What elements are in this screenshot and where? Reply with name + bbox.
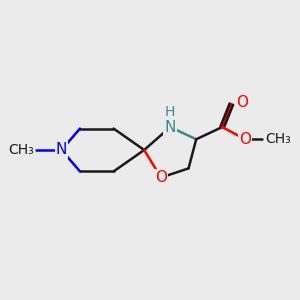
Text: N: N <box>164 120 176 135</box>
Text: O: O <box>239 132 251 147</box>
Text: O: O <box>155 170 167 185</box>
Text: CH₃: CH₃ <box>8 143 34 157</box>
Text: CH₃: CH₃ <box>265 132 291 146</box>
Text: H: H <box>165 105 175 119</box>
Text: N: N <box>56 142 67 158</box>
Text: O: O <box>236 95 248 110</box>
